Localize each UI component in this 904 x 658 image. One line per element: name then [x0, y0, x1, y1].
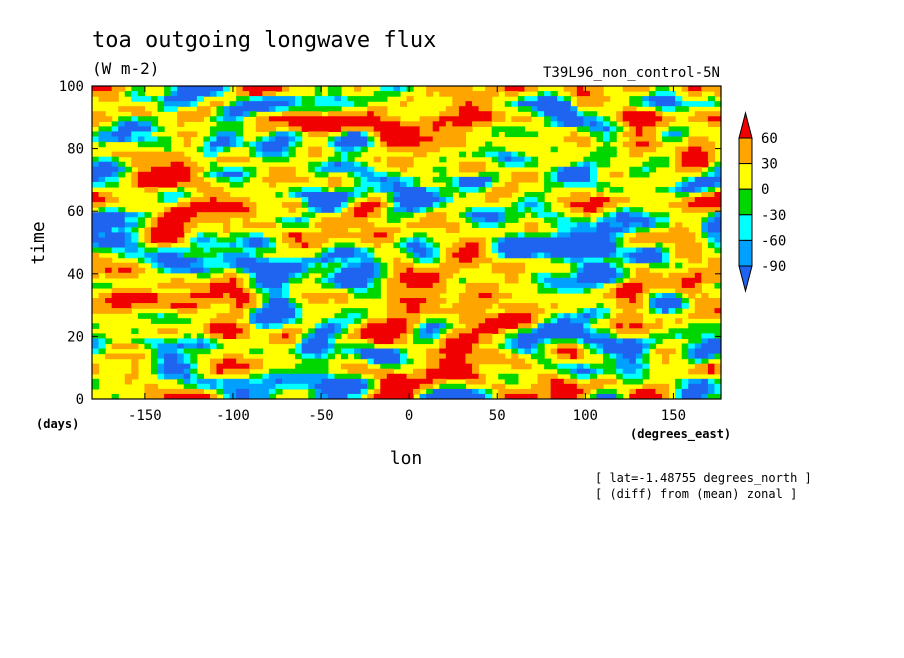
x-tick-label: 100 [573, 408, 598, 424]
annotation-lat: [ lat=-1.48755 degrees_north ] [595, 471, 812, 485]
x-axis-label: lon [390, 448, 423, 469]
colorbar-label: 0 [761, 182, 769, 198]
colorbar-label: -90 [761, 259, 786, 275]
x-tick-label: -150 [128, 408, 162, 424]
y-tick-label: 40 [67, 267, 84, 283]
y-tick-label: 20 [67, 329, 84, 345]
colorbar-box [738, 188, 753, 216]
y-tick-label: 60 [67, 204, 84, 220]
x-tick-label: -50 [308, 408, 333, 424]
heatmap-field [92, 86, 721, 399]
y-axis: 0 20 40 60 80 100 [59, 79, 721, 408]
colorbar-label: 30 [761, 157, 778, 173]
plot-frame [91, 85, 722, 400]
x-axis-units: (degrees_east) [630, 427, 731, 442]
chart-units: (W m-2) [92, 59, 159, 78]
x-tick-label: 150 [661, 408, 686, 424]
colorbar-arrow-top [738, 111, 753, 139]
x-tick-label: 50 [489, 408, 506, 424]
colorbar-label: -30 [761, 208, 786, 224]
x-axis: -150 -100 -50 0 50 100 150 [128, 86, 686, 424]
y-axis-label: time [28, 221, 49, 264]
y-axis-units: (days) [36, 417, 79, 431]
dataset-label: T39L96_non_control-5N [543, 65, 720, 81]
annotation-diff: [ (diff) from (mean) zonal ] [595, 487, 797, 501]
y-tick-label: 0 [76, 392, 84, 408]
colorbar-box [738, 137, 753, 165]
colorbar-box [738, 239, 753, 267]
colorbar-box [738, 214, 753, 241]
chart-title: toa outgoing longwave flux [92, 28, 436, 53]
x-tick-label: -100 [216, 408, 250, 424]
x-tick-label: 0 [405, 408, 413, 424]
colorbar-arrow-bottom [738, 265, 753, 293]
colorbar-box [738, 163, 753, 190]
y-tick-label: 100 [59, 79, 84, 95]
y-tick-label: 80 [67, 142, 84, 158]
colorbar-label: 60 [761, 131, 778, 147]
colorbar: 60 30 0 -30 -60 -90 [738, 111, 786, 293]
colorbar-label: -60 [761, 233, 786, 249]
